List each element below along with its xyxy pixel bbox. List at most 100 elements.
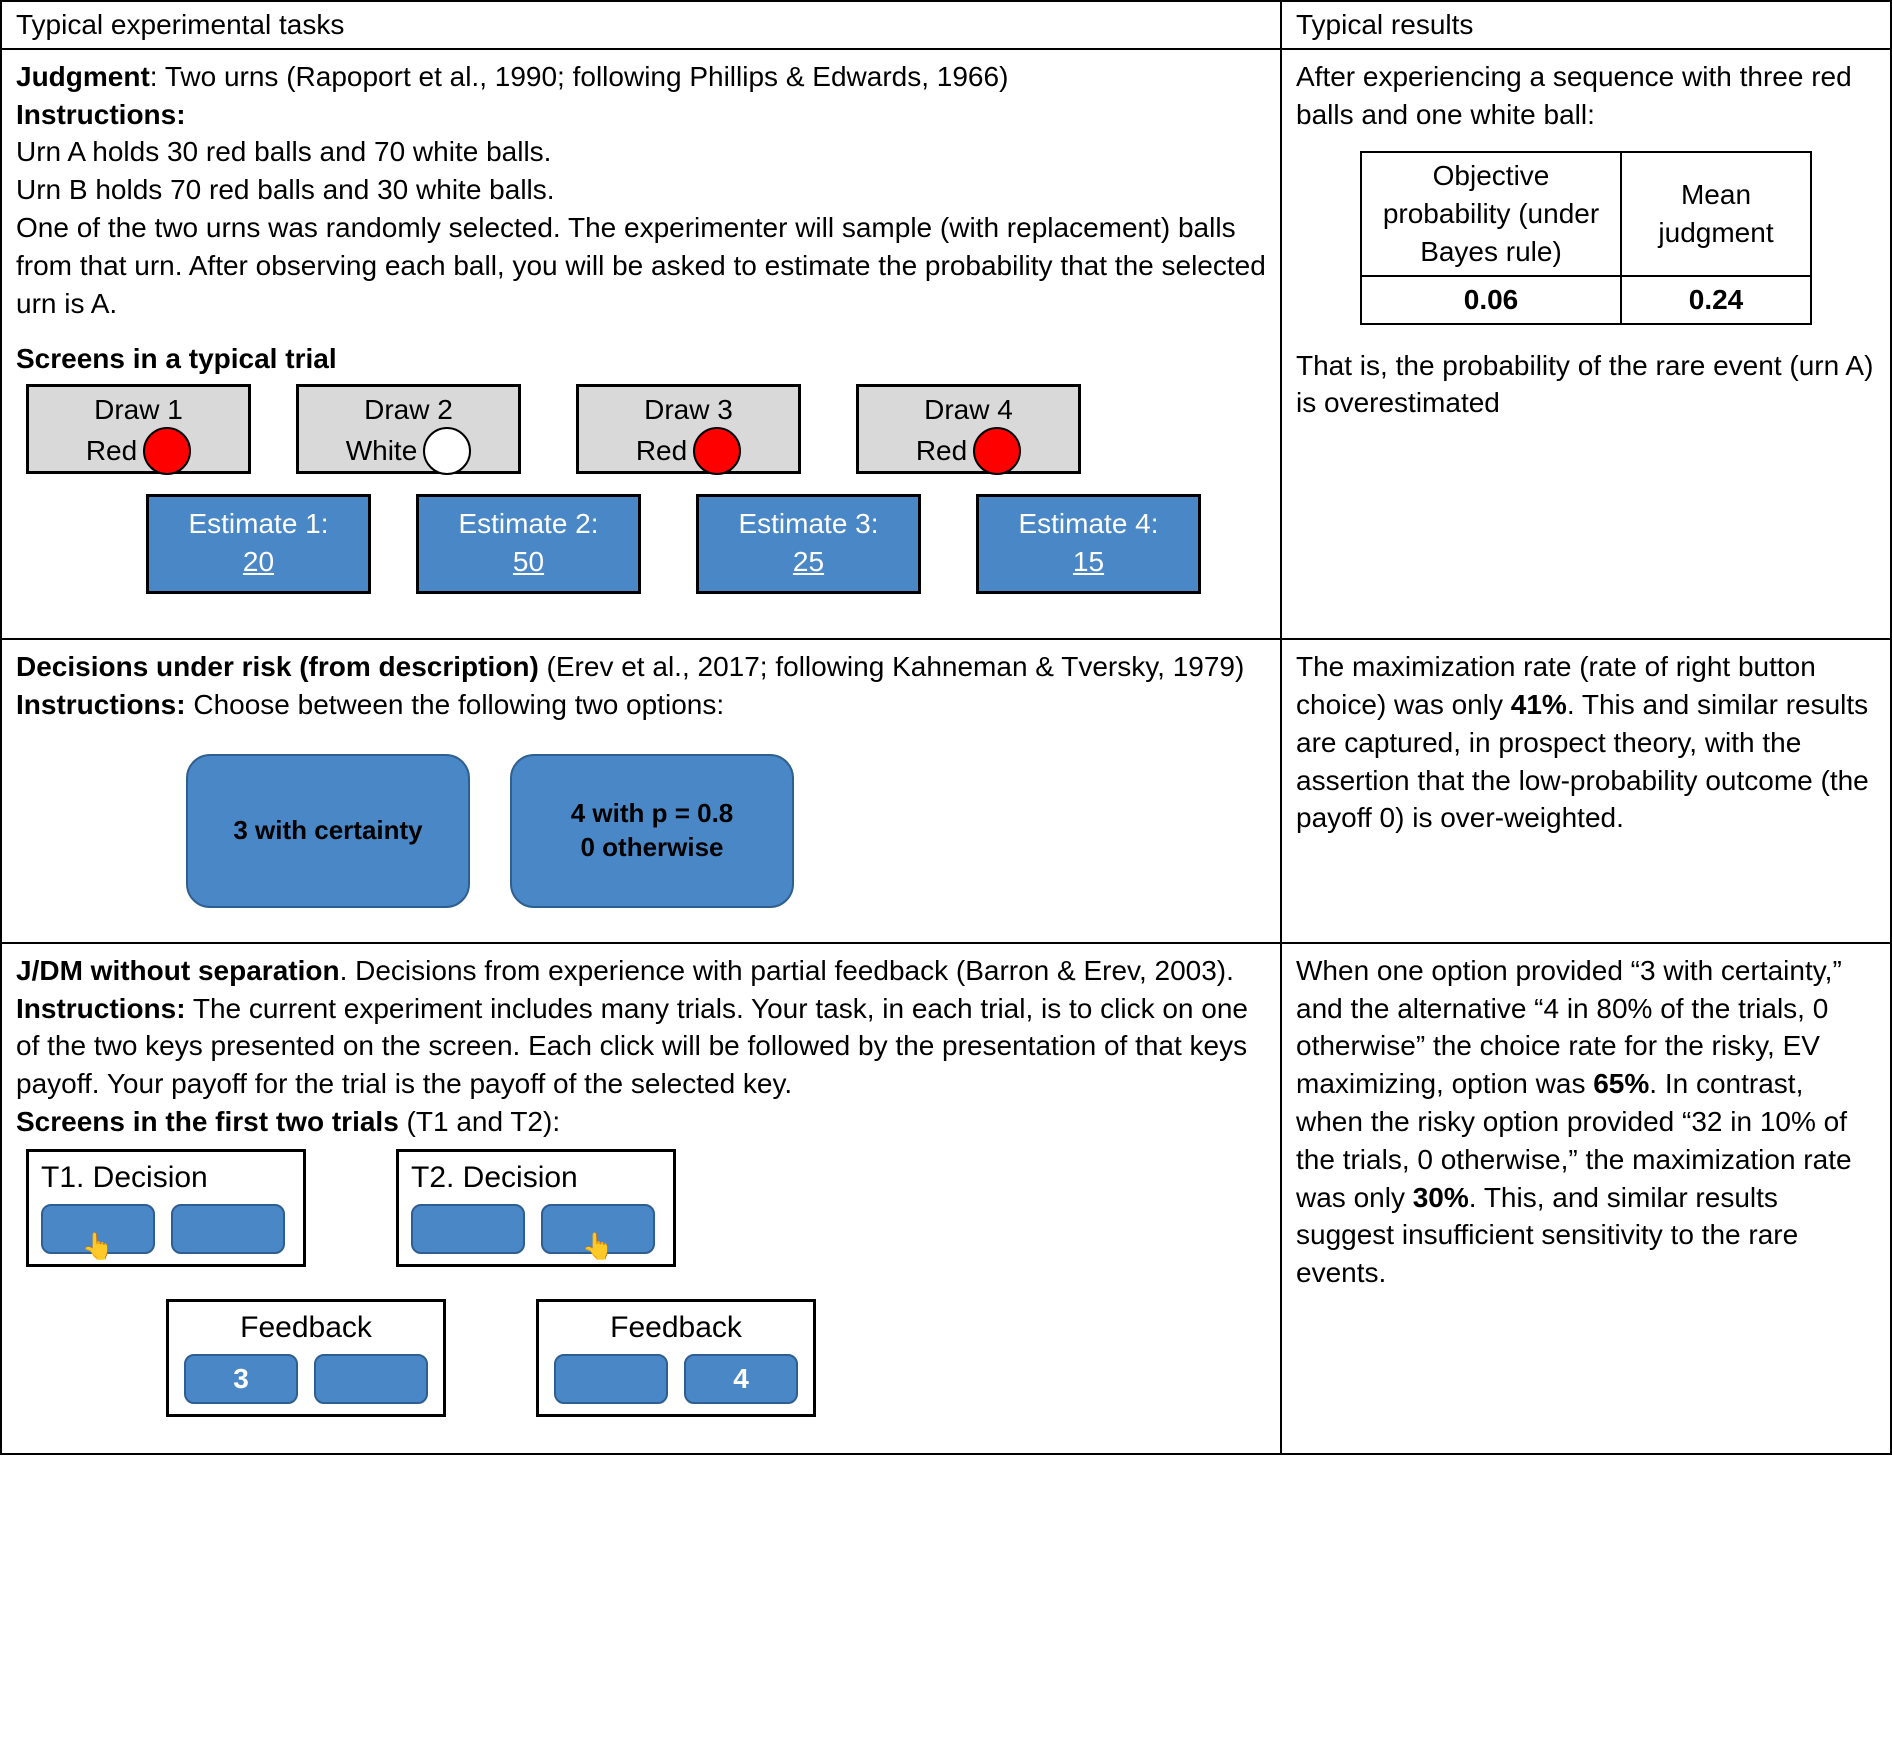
instructions-label: Instructions: (16, 993, 186, 1024)
draw-color-label: White (346, 432, 418, 470)
screens-label: Screens in a typical trial (16, 343, 337, 374)
decisions-title-rest: (Erev et al., 2017; following Kahneman &… (539, 651, 1245, 682)
decisions-title: Decisions under risk (from description) … (16, 648, 1266, 686)
estimate-box-3: Estimate 3: 25 (696, 494, 921, 594)
draw-box-1: Draw 1 Red (26, 384, 251, 474)
jdm-task: J/DM without separation. Decisions from … (2, 944, 1282, 1453)
feedback-key-right (314, 1354, 428, 1404)
decision-key-left[interactable]: 👆 (41, 1204, 155, 1254)
instructions-text: The current experiment includes many tri… (16, 993, 1248, 1100)
feedback-key-left (554, 1354, 668, 1404)
draw-box-2: Draw 2 White (296, 384, 521, 474)
estimate-box-4: Estimate 4: 15 (976, 494, 1201, 594)
experiment-table: Typical experimental tasks Typical resul… (0, 0, 1892, 1455)
options-wrap: 3 with certainty 4 with p = 0.80 otherwi… (186, 754, 1266, 908)
results-bold: 41% (1511, 689, 1567, 720)
jdm-title-rest: . Decisions from experience with partial… (340, 955, 1234, 986)
header-row: Typical experimental tasks Typical resul… (2, 2, 1890, 50)
draw-label: Draw 4 (859, 391, 1078, 429)
ball-icon (973, 427, 1021, 475)
estimate-label: Estimate 2: (419, 505, 638, 543)
decisions-results: The maximization rate (rate of right but… (1282, 640, 1890, 942)
jdm-instr: Instructions: The current experiment inc… (16, 990, 1266, 1103)
t1-feedback-panel: Feedback 3 (166, 1299, 446, 1418)
instructions-label: Instructions: (16, 99, 186, 130)
decisions-row: Decisions under risk (from description) … (2, 640, 1890, 944)
panel-title: Feedback (551, 1308, 801, 1349)
draw-box-4: Draw 4 Red (856, 384, 1081, 474)
draw-label: Draw 1 (29, 391, 248, 429)
decisions-task: Decisions under risk (from description) … (2, 640, 1282, 942)
jdm-title: J/DM without separation. Decisions from … (16, 952, 1266, 990)
results-intro: After experiencing a sequence with three… (1296, 58, 1876, 134)
instr-line-2: Urn B holds 70 red balls and 30 white ba… (16, 171, 1266, 209)
results-col2: Mean judgment (1621, 152, 1811, 275)
option-button-risky[interactable]: 4 with p = 0.80 otherwise (510, 754, 794, 908)
draw-label: Draw 3 (579, 391, 798, 429)
draw-color-label: Red (636, 432, 687, 470)
results-val1: 0.06 (1361, 276, 1621, 324)
t1-decision-panel: T1. Decision 👆 (26, 1149, 306, 1268)
judgment-title-rest: : Two urns (Rapoport et al., 1990; follo… (150, 61, 1009, 92)
ball-icon (693, 427, 741, 475)
jdm-results: When one option provided “3 with certain… (1282, 944, 1890, 1453)
screens-label-bold: Screens in the first two trials (16, 1106, 399, 1137)
instr-line-3: One of the two urns was randomly selecte… (16, 209, 1266, 322)
results-bold: 65% (1593, 1068, 1649, 1099)
header-left: Typical experimental tasks (2, 2, 1282, 48)
jdm-panels: T1. Decision 👆 T2. Decision 👆 Feedback (16, 1149, 1266, 1439)
screens-label-rest: (T1 and T2): (399, 1106, 560, 1137)
decision-key-right[interactable]: 👆 (541, 1204, 655, 1254)
pointer-icon: 👆 (82, 1229, 114, 1264)
feedback-key-left: 3 (184, 1354, 298, 1404)
judgment-title: Judgment: Two urns (Rapoport et al., 199… (16, 58, 1266, 96)
feedback-key-right: 4 (684, 1354, 798, 1404)
t2-feedback-panel: Feedback 4 (536, 1299, 816, 1418)
payoff-value: 4 (733, 1360, 749, 1398)
pointer-icon: 👆 (582, 1229, 614, 1264)
ball-icon (423, 427, 471, 475)
panel-title: Feedback (181, 1308, 431, 1349)
header-right: Typical results (1282, 2, 1890, 48)
judgment-title-bold: Judgment (16, 61, 150, 92)
estimate-label: Estimate 3: (699, 505, 918, 543)
estimate-value: 15 (979, 543, 1198, 581)
estimate-value: 25 (699, 543, 918, 581)
results-col1: Objective probability (under Bayes rule) (1361, 152, 1621, 275)
draw-color-label: Red (86, 432, 137, 470)
jdm-row: J/DM without separation. Decisions from … (2, 944, 1890, 1453)
decisions-instr: Instructions: Choose between the followi… (16, 686, 1266, 724)
option-text: 4 with p = 0.80 otherwise (571, 797, 734, 865)
instructions-text: Choose between the following two options… (186, 689, 725, 720)
estimate-box-2: Estimate 2: 50 (416, 494, 641, 594)
trial-panels: Draw 1 Red Draw 2 White Draw 3 Red Draw … (16, 384, 1266, 624)
payoff-value: 3 (233, 1360, 249, 1398)
judgment-task: Judgment: Two urns (Rapoport et al., 199… (2, 50, 1282, 638)
option-button-certain[interactable]: 3 with certainty (186, 754, 470, 908)
draw-label: Draw 2 (299, 391, 518, 429)
results-outro: That is, the probability of the rare eve… (1296, 347, 1876, 423)
panel-title: T1. Decision (41, 1158, 291, 1199)
panel-title: T2. Decision (411, 1158, 661, 1199)
estimate-box-1: Estimate 1: 20 (146, 494, 371, 594)
estimate-value: 20 (149, 543, 368, 581)
estimate-label: Estimate 4: (979, 505, 1198, 543)
jdm-screens-label: Screens in the first two trials (T1 and … (16, 1103, 1266, 1141)
draw-box-3: Draw 3 Red (576, 384, 801, 474)
t2-decision-panel: T2. Decision 👆 (396, 1149, 676, 1268)
decision-key-left[interactable] (411, 1204, 525, 1254)
estimate-value: 50 (419, 543, 638, 581)
decision-key-right[interactable] (171, 1204, 285, 1254)
decisions-title-bold: Decisions under risk (from description) (16, 651, 539, 682)
results-bold: 30% (1413, 1182, 1469, 1213)
instr-line-1: Urn A holds 30 red balls and 70 white ba… (16, 133, 1266, 171)
option-text: 3 with certainty (233, 814, 422, 848)
judgment-row: Judgment: Two urns (Rapoport et al., 199… (2, 50, 1890, 640)
instructions-label: Instructions: (16, 689, 186, 720)
results-table: Objective probability (under Bayes rule)… (1360, 151, 1812, 324)
judgment-results: After experiencing a sequence with three… (1282, 50, 1890, 638)
results-val2: 0.24 (1621, 276, 1811, 324)
jdm-title-bold: J/DM without separation (16, 955, 340, 986)
estimate-label: Estimate 1: (149, 505, 368, 543)
draw-color-label: Red (916, 432, 967, 470)
